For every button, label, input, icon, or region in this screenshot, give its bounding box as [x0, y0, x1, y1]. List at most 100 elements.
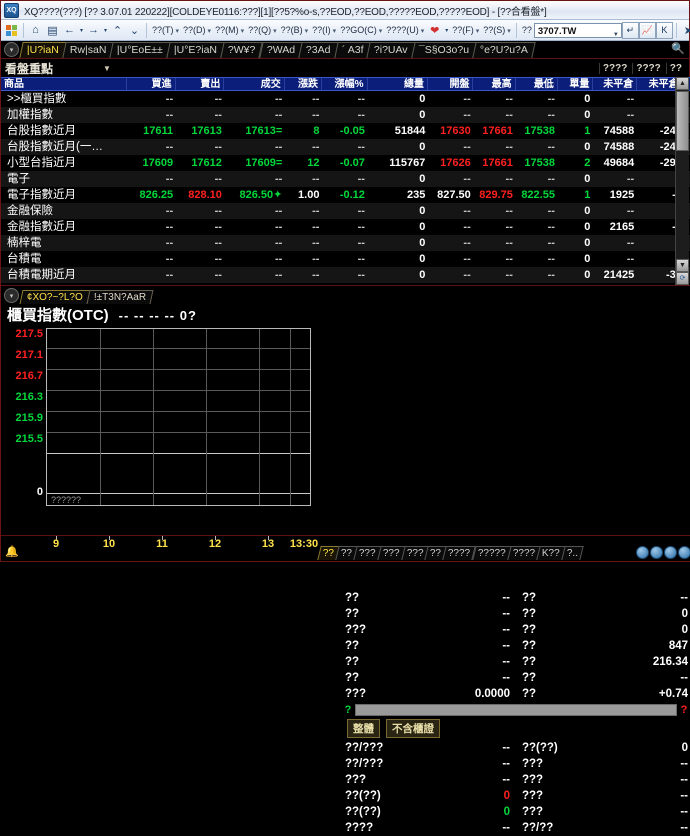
cell-bid: -- [165, 93, 174, 105]
cell-low: -- [547, 237, 555, 249]
magnifier-icon[interactable]: 🔍 [671, 43, 685, 55]
filter-button-exclude[interactable]: 不含櫃證 [386, 719, 440, 738]
tab-6[interactable]: ?3Ad [298, 42, 339, 58]
table-row[interactable]: 楠梓電----------0------0---- [1, 235, 690, 251]
heart-icon[interactable]: ❤ [430, 24, 440, 37]
grid-icon[interactable] [3, 22, 20, 39]
menu-item-go[interactable]: ??GO(C) ▾ [340, 25, 383, 35]
chart-tab-0[interactable]: ¢XO?~?L?O [19, 290, 91, 304]
heart-dropdown-icon[interactable]: ▾ [445, 27, 449, 34]
volume-label: ?????? [51, 495, 82, 505]
back-dropdown-icon[interactable]: ▾ [79, 27, 83, 34]
bottom-tab-10[interactable]: ?.. [560, 546, 584, 560]
back-icon[interactable]: ← [64, 24, 75, 36]
col-header-volume[interactable]: 總量 [368, 78, 428, 90]
col-header-ask[interactable]: 賣出 [176, 78, 225, 90]
k-chart-button[interactable]: K [655, 21, 673, 39]
tab-3[interactable]: |U°E?iaN [166, 42, 226, 58]
table-row[interactable]: 台股指數近月(一… -- -- -- -- -- 0 -- -- -- 0 74588 -2409 [1, 139, 690, 155]
refresh-icon[interactable]: ⟳ [676, 272, 689, 285]
chevron-down-icon[interactable]: ▼ [612, 31, 619, 38]
table-row[interactable]: 小型台指近月 17609 17612 17609= 12 -0.07 115767 17626… [1, 155, 690, 171]
chart-tab-1[interactable]: !±T3N?AaR [86, 290, 154, 304]
menu-item-d[interactable]: ??(D) ▾ [183, 25, 212, 35]
tab-9[interactable]: ¯S§O3o?u [411, 42, 477, 58]
menu-item-s[interactable]: ??(S) ▾ [483, 25, 511, 35]
table-row[interactable]: 台積電----------0------0---- [1, 251, 690, 267]
menu-item-m[interactable]: ??(M) ▾ [215, 25, 245, 35]
status-dot-1[interactable] [650, 546, 663, 559]
tab-1[interactable]: Rw|saN [62, 42, 115, 58]
status-dot-0[interactable] [636, 546, 649, 559]
bottom-tab-6[interactable]: ???? [442, 546, 477, 560]
watchlist-action-1[interactable]: ???? [632, 63, 663, 74]
status-dot-3[interactable] [678, 546, 690, 559]
scrollbar-thumb[interactable] [676, 91, 689, 151]
col-header-product[interactable]: 商品 [1, 78, 127, 90]
col-header-change[interactable]: 漲跌 [285, 78, 322, 90]
menu-item-b[interactable]: ??(B) ▾ [280, 25, 309, 35]
menu-item-t[interactable]: ??(T) ▾ [152, 25, 180, 35]
col-header-oi[interactable]: 未平倉 [593, 78, 638, 90]
pointer-icon[interactable]: ➤ [683, 24, 690, 37]
table-row[interactable]: 電子----------0------0---- [1, 171, 690, 187]
cell-unit: 2 [584, 157, 591, 169]
col-header-last[interactable]: 成交 [224, 78, 285, 90]
quote-table-scrollbar[interactable]: ▲ ▼ ⟳ [675, 77, 689, 285]
tab-8[interactable]: ?i?UAv [366, 42, 416, 58]
scroll-down-icon[interactable]: ▼ [676, 259, 689, 272]
tab-5[interactable]: ?WAd [259, 42, 303, 58]
info-row: ?? --?? -- [341, 590, 690, 606]
cell-high: 17661 [482, 125, 513, 137]
enter-button[interactable]: ↵ [621, 21, 639, 39]
forward-dropdown-icon[interactable]: ▾ [103, 27, 107, 34]
menu-item-q[interactable]: ??(Q) ▾ [248, 25, 277, 35]
col-header-bid[interactable]: 買進 [127, 78, 176, 90]
intraday-chart[interactable]: 217.5 217.1 216.7 216.3 215.9 215.5 0 [1, 326, 346, 524]
tab-4[interactable]: ?W¥? [220, 42, 264, 58]
menu-item-i[interactable]: ??(I) ▾ [312, 25, 337, 35]
col-header-low[interactable]: 最低 [516, 78, 558, 90]
table-row[interactable]: >>櫃買指數----------0------0---- [1, 91, 690, 107]
y-tick-2: 216.7 [15, 370, 43, 382]
bottom-tab-8[interactable]: ???? [506, 546, 541, 560]
bar-track [355, 703, 677, 716]
status-dot-2[interactable] [664, 546, 677, 559]
bottom-tab-7[interactable]: ????? [471, 546, 512, 560]
tab-2[interactable]: |U°EoE±± [109, 42, 172, 58]
menu-item-f[interactable]: ??(F) ▾ [452, 25, 480, 35]
menu-item-u[interactable]: ????(U) ▾ [386, 25, 425, 35]
advance-decline-bar[interactable]: ? ? [341, 702, 690, 717]
table-row[interactable]: 加權指數----------0------0---- [1, 107, 690, 123]
filter-button-all[interactable]: 整體 [347, 719, 380, 738]
tab-7[interactable]: ´ A3f [333, 42, 371, 58]
down-icon[interactable]: ⌄ [129, 24, 140, 37]
scroll-up-icon[interactable]: ▲ [676, 77, 689, 90]
forward-icon[interactable]: → [88, 24, 99, 36]
watchlist-action-2[interactable]: ?? [665, 63, 685, 74]
watchlist-dropdown-icon[interactable]: ▼ [103, 64, 111, 73]
col-header-high[interactable]: 最高 [473, 78, 516, 90]
symbol-input[interactable]: 3707.TW ▼ [533, 22, 622, 38]
tab-0[interactable]: |U?iaN [19, 42, 67, 58]
tab-10[interactable]: °e?U?u?A [472, 42, 536, 58]
page-icon[interactable]: ▤ [47, 24, 58, 37]
chart-tab-menu-icon[interactable]: ▾ [4, 288, 19, 303]
col-header-unit[interactable]: 單量 [558, 78, 594, 90]
table-row[interactable]: 金融保險----------0------0---- [1, 203, 690, 219]
bell-icon[interactable]: 🔔 [5, 546, 19, 558]
tab-menu-icon[interactable]: ▾ [4, 42, 19, 57]
table-row[interactable]: 電子指數近月 826.25 828.10 826.50✦ 1.00 -0.12 235 827… [1, 187, 690, 203]
col-header-oi-chg[interactable]: 未平倉... [637, 78, 690, 90]
chart-plot-area[interactable]: ?????? [46, 328, 311, 506]
chart-button[interactable]: 📈 [638, 21, 656, 39]
up-icon[interactable]: ⌃ [112, 24, 123, 37]
table-row[interactable]: 台股指數近月 17611 17613 17613= 8 -0.05 51844 17630 17… [1, 123, 690, 139]
col-header-pct[interactable]: 漲幅% [322, 78, 368, 90]
cell-ask: -- [214, 269, 222, 281]
watchlist-action-0[interactable]: ???? [598, 63, 630, 74]
home-icon[interactable]: ⌂ [32, 24, 39, 36]
col-header-open[interactable]: 開盤 [428, 78, 474, 90]
